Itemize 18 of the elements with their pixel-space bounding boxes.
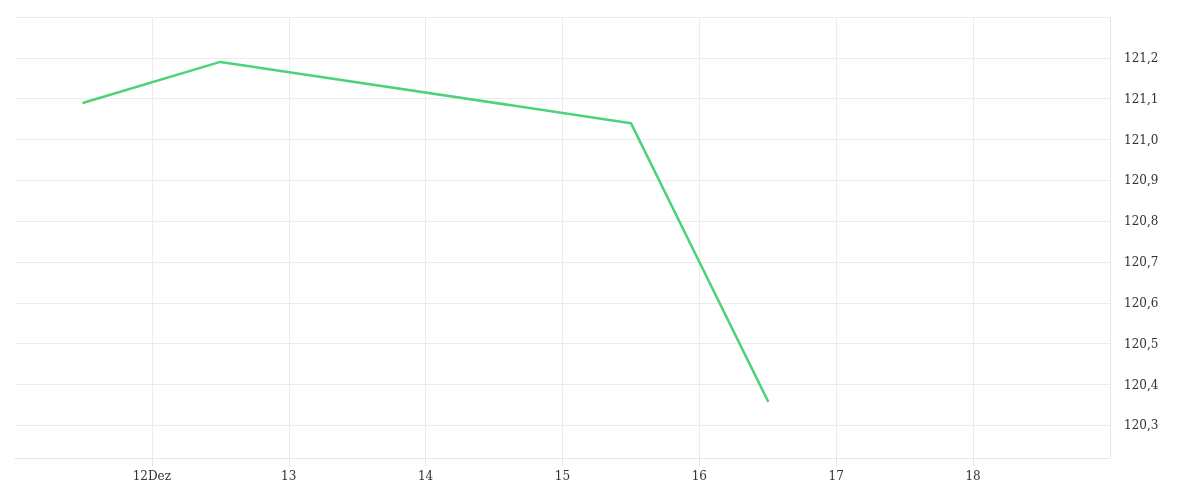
- x-tick-label: 13: [281, 469, 297, 483]
- y-tick-label: 120,5: [1124, 336, 1159, 351]
- y-tick-label: 121,1: [1124, 91, 1159, 106]
- x-tick-label: 18: [965, 469, 981, 483]
- x-tick-label: 12Dez: [132, 469, 172, 483]
- y-tick-label: 120,4: [1124, 377, 1159, 392]
- y-tick-label: 120,6: [1124, 295, 1159, 310]
- y-tick-label: 120,3: [1124, 418, 1159, 433]
- x-tick-label: 15: [554, 469, 571, 483]
- line-series: [82, 60, 770, 403]
- y-tick-label: 120,8: [1124, 214, 1159, 229]
- y-tick-label: 121,0: [1124, 132, 1159, 147]
- x-tick-label: 14: [417, 469, 434, 483]
- x-tick-label: 17: [828, 469, 844, 483]
- y-tick-label: 120,7: [1124, 255, 1159, 269]
- y-tick-label: 120,9: [1124, 173, 1159, 188]
- y-tick-label: 121,2: [1124, 50, 1159, 65]
- x-tick-label: 16: [691, 469, 708, 483]
